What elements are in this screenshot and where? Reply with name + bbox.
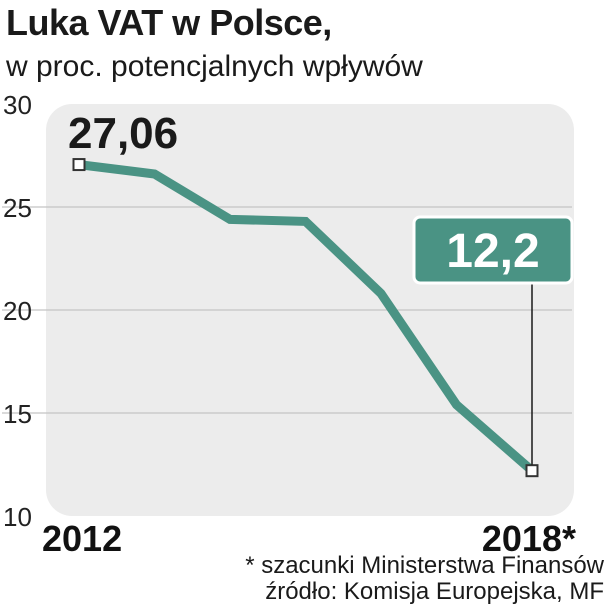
x-tick-label-end: 2018* — [482, 518, 576, 559]
y-tick-label: 20 — [3, 296, 32, 326]
y-tick-label: 10 — [3, 502, 32, 532]
footnote-estimate: * szacunki Ministerstwa Finansów — [245, 552, 604, 579]
data-point-marker — [525, 464, 539, 478]
data-point — [228, 217, 232, 222]
footnote-source: źródło: Komisja Europejska, MF — [265, 578, 604, 605]
y-tick-label: 30 — [3, 90, 32, 120]
data-point — [152, 172, 157, 177]
chart-title: Luka VAT w Polsce, — [6, 2, 332, 43]
chart-subtitle: w proc. potencjalnych wpływów — [6, 50, 423, 83]
data-point-marker — [72, 158, 86, 172]
y-tick-label: 25 — [3, 193, 32, 223]
annotation-start-value: 27,06 — [68, 109, 178, 158]
footnote: * szacunki Ministerstwa Finansów źródło:… — [245, 553, 604, 605]
x-tick-label-start: 2012 — [42, 518, 122, 559]
y-tick-label: 15 — [3, 399, 32, 429]
data-point — [379, 291, 383, 296]
data-point — [303, 219, 308, 224]
annotation-end-value: 12,2 — [446, 225, 539, 278]
data-point — [454, 402, 459, 407]
annotation-callout-box — [412, 215, 574, 285]
